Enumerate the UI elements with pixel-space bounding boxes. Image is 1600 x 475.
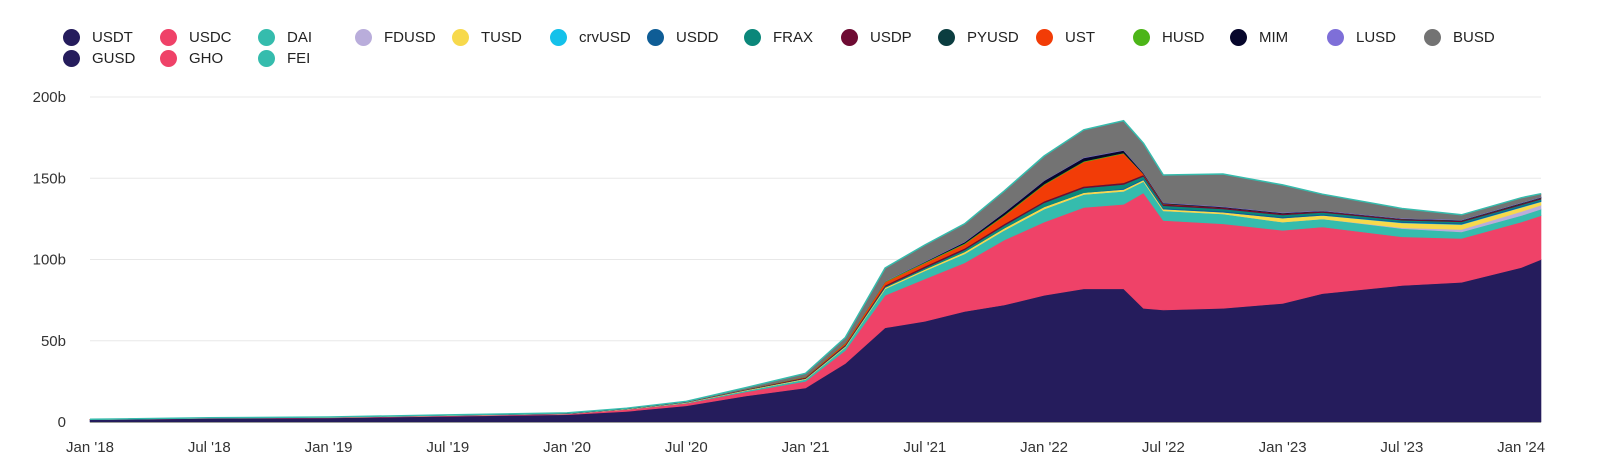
legend-label-busd: BUSD [1453,28,1495,46]
legend-swatch-fei [258,49,275,67]
legend-swatch-lusd [1327,28,1344,46]
legend-item-lusd[interactable]: LUSD [1327,26,1396,48]
axes: 0 50b 100b 150b 200b Jan '18 Jul '18 Jan '19 Jul… [33,89,1545,456]
legend-label-lusd: LUSD [1356,28,1397,46]
x-tick-label: Jul '21 [903,439,946,456]
x-tick-label: Jul '23 [1380,439,1423,456]
legend-item-gho[interactable]: GHO [160,47,223,69]
legend-swatch-usdc [160,28,177,46]
legend-swatch-usdt [63,28,80,46]
legend-swatch-crvusd [550,28,567,46]
legend-item-husd[interactable]: HUSD [1133,26,1205,48]
legend-label-husd: HUSD [1162,28,1205,46]
legend-item-fdusd[interactable]: FDUSD [355,26,436,48]
legend-label-gho: GHO [189,49,224,67]
legend-label-frax: FRAX [773,28,814,46]
legend-item-tusd[interactable]: TUSD [452,26,522,48]
x-tick-label: Jan '21 [782,439,830,456]
chart-legend: USDT USDC DAI FDUSD TUSD crvUSD USDD FRAX USDP PY… [63,26,1583,72]
legend-item-mim[interactable]: MIM [1230,26,1288,48]
legend-label-usdc: USDC [189,28,232,46]
legend-item-busd[interactable]: BUSD [1424,26,1495,48]
legend-item-usdc[interactable]: USDC [160,26,232,48]
legend-label-mim: MIM [1259,28,1289,46]
legend-item-crvusd[interactable]: crvUSD [550,26,631,48]
y-tick-label: 50b [41,333,66,350]
legend-label-usdd: USDD [676,28,719,46]
legend-label-pyusd: PYUSD [967,28,1019,46]
legend-label-fei: FEI [287,49,311,67]
legend-item-usdp[interactable]: USDP [841,26,912,48]
x-tick-label: Jul '19 [426,439,469,456]
y-tick-label: 100b [33,252,66,269]
y-tick-label: 0 [58,414,66,431]
legend-item-pyusd[interactable]: PYUSD [938,26,1019,48]
x-tick-label: Jan '23 [1259,439,1307,456]
total-outline [89,119,1542,421]
legend-item-frax[interactable]: FRAX [744,26,813,48]
legend-item-fei[interactable]: FEI [258,47,310,69]
x-tick-label: Jan '18 [66,439,114,456]
legend-swatch-gusd [63,49,80,67]
legend-item-ust[interactable]: UST [1036,26,1095,48]
legend-swatch-fdusd [355,28,372,46]
x-tick-label: Jan '24 [1497,439,1545,456]
legend-item-usdd[interactable]: USDD [647,26,719,48]
legend-swatch-usdp [841,28,858,46]
legend-item-gusd[interactable]: GUSD [63,47,135,69]
x-tick-label: Jan '19 [305,439,353,456]
x-tick-label: Jan '22 [1020,439,1068,456]
x-tick-label: Jul '22 [1142,439,1185,456]
legend-label-fdusd: FDUSD [384,28,436,46]
legend-swatch-ust [1036,28,1053,46]
legend-label-usdp: USDP [870,28,912,46]
legend-swatch-usdd [647,28,664,46]
legend-swatch-busd [1424,28,1441,46]
legend-item-dai[interactable]: DAI [258,26,312,48]
legend-item-usdt[interactable]: USDT [63,26,133,48]
y-tick-label: 150b [33,170,66,187]
series-areas [89,119,1542,423]
legend-label-tusd: TUSD [481,28,522,46]
legend-swatch-pyusd [938,28,955,46]
legend-swatch-frax [744,28,761,46]
legend-swatch-husd [1133,28,1150,46]
legend-label-dai: DAI [287,28,313,46]
x-tick-label: Jul '18 [188,439,231,456]
x-tick-label: Jul '20 [665,439,708,456]
legend-label-gusd: GUSD [92,49,136,67]
legend-label-usdt: USDT [92,28,133,46]
legend-swatch-tusd [452,28,469,46]
legend-swatch-gho [160,49,177,67]
legend-label-crvusd: crvUSD [579,28,631,46]
legend-swatch-mim [1230,28,1247,46]
legend-swatch-dai [258,28,275,46]
legend-label-ust: UST [1065,28,1095,46]
x-tick-label: Jan '20 [543,439,591,456]
y-tick-label: 200b [33,89,66,106]
